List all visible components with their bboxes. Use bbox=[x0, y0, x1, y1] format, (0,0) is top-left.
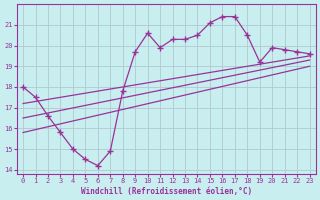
X-axis label: Windchill (Refroidissement éolien,°C): Windchill (Refroidissement éolien,°C) bbox=[81, 187, 252, 196]
